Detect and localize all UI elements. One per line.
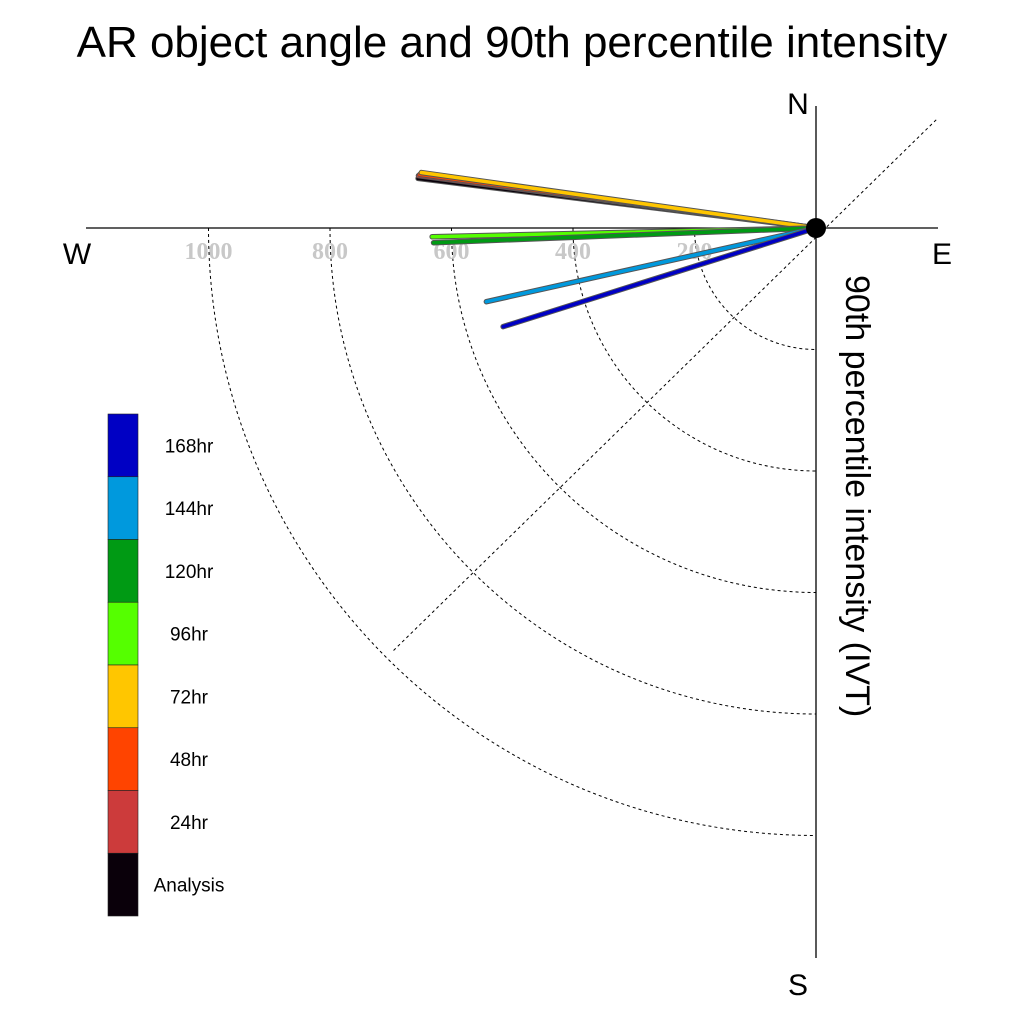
grid — [208, 119, 937, 836]
legend-label-72hr: 72hr — [170, 687, 209, 708]
legend-label-48hr: 48hr — [170, 750, 209, 771]
legend-swatch-120hr — [107, 539, 139, 603]
series-line-120hr — [431, 226, 818, 245]
grid-arc-600 — [451, 227, 817, 593]
legend-swatch-168hr — [107, 413, 139, 478]
series-line-72hr — [419, 170, 818, 230]
legend: 168hr 144hr 120hr 96hr 72hr 48hr 24hr Analysis — [107, 413, 225, 917]
legend-swatch-96hr — [107, 601, 139, 666]
legend-label-24hr: 24hr — [170, 813, 209, 834]
legend-label-96hr: 96hr — [170, 625, 209, 646]
compass-north: N — [787, 88, 809, 121]
series-lines — [415, 169, 819, 330]
compass-east: E — [932, 238, 952, 271]
origin-dot — [806, 218, 826, 238]
tick-label-400: 400 — [555, 239, 591, 265]
grid-arc-1000 — [208, 227, 817, 836]
legend-label-120hr: 120hr — [165, 562, 214, 583]
chart-title: AR object angle and 90th percentile inte… — [77, 18, 948, 67]
series-line-144hr — [484, 226, 818, 304]
legend-swatch-24hr — [107, 790, 139, 854]
legend-label-144hr: 144hr — [165, 499, 214, 520]
legend-swatch-Analysis — [107, 852, 139, 917]
legend-label-168hr: 168hr — [165, 436, 214, 457]
tick-label-800: 800 — [312, 239, 348, 265]
legend-swatch-48hr — [107, 727, 139, 791]
grid-arc-800 — [329, 227, 817, 715]
series-line-168hr — [501, 226, 818, 329]
legend-label-Analysis: Analysis — [154, 876, 225, 897]
tick-label-1000: 1000 — [185, 239, 233, 265]
legend-swatch-144hr — [107, 476, 139, 540]
diagonal-gridline — [392, 119, 937, 652]
compass-south: S — [788, 969, 808, 1002]
legend-swatch-72hr — [107, 664, 139, 729]
y-axis-label: 90th percentile intensity (IVT) — [838, 275, 876, 717]
compass-west: W — [63, 238, 92, 271]
